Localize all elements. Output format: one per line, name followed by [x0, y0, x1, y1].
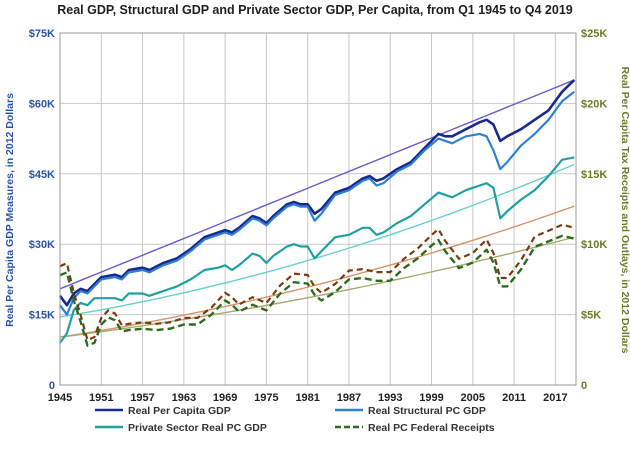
x-tick-label: 1963	[172, 392, 196, 404]
y-axis-right-label: Real Per Capita Tax Receipts and Outlays…	[619, 67, 630, 354]
legend-label-3: Real PC Federal Receipts	[368, 422, 495, 434]
x-tick-label: 2005	[461, 392, 485, 404]
y-axis-left-label: Real Per Capita GDP Measures, in 2012 Do…	[4, 93, 16, 327]
trend-gdp-line	[59, 79, 575, 290]
legend: Real Per Capita GDP Real Structural PC GD…	[95, 405, 495, 434]
legend-label-0: Real Per Capita GDP	[128, 405, 231, 417]
y-tick-right: $20K	[581, 98, 607, 110]
x-tick-label: 1975	[254, 392, 278, 404]
series-line-receipts-brown	[59, 223, 575, 342]
y-tick-left: $60K	[29, 98, 55, 110]
y-tick-right: $15K	[581, 169, 607, 181]
trend-receipts-b-line	[59, 236, 575, 338]
series-lines	[58, 78, 576, 347]
series-line-3	[59, 234, 575, 347]
x-tick-label: 1987	[337, 392, 361, 404]
series-line-2	[59, 156, 575, 344]
y-tick-left: $30K	[29, 239, 55, 251]
x-tick-label: 1993	[378, 392, 402, 404]
y-tick-right: $5K	[581, 310, 601, 322]
y-tick-left: $15K	[29, 310, 55, 322]
legend-label-1: Real Structural PC GDP	[368, 405, 486, 417]
x-tick-label: 1969	[213, 392, 237, 404]
y-tick-right: 0	[581, 380, 587, 392]
series-line-1	[59, 90, 575, 316]
plot-frame	[59, 32, 577, 386]
axes: 0 0 $15K $5K $30K $10K $45K $15K $60K $20K $75K $25…	[29, 28, 608, 404]
y-tick-left: 0	[49, 380, 55, 392]
chart-title: Real GDP, Structural GDP and Private Sec…	[57, 3, 573, 17]
x-tick-label: 1945	[48, 392, 72, 404]
x-tick-label: 1951	[89, 392, 113, 404]
trend-private-line	[59, 163, 575, 318]
x-tick-label: 1957	[130, 392, 154, 404]
x-tick-label: 1981	[295, 392, 319, 404]
legend-label-2: Private Sector Real PC GDP	[128, 422, 267, 434]
y-tick-right: $10K	[581, 239, 607, 251]
x-tick-label: 1999	[419, 392, 443, 404]
x-tick-label: 2017	[543, 392, 567, 404]
series-line-0	[58, 78, 576, 307]
y-tick-left: $45K	[29, 169, 55, 181]
x-tick-label: 2011	[502, 392, 526, 404]
y-tick-left: $75K	[29, 28, 55, 40]
y-tick-right: $25K	[581, 28, 607, 40]
